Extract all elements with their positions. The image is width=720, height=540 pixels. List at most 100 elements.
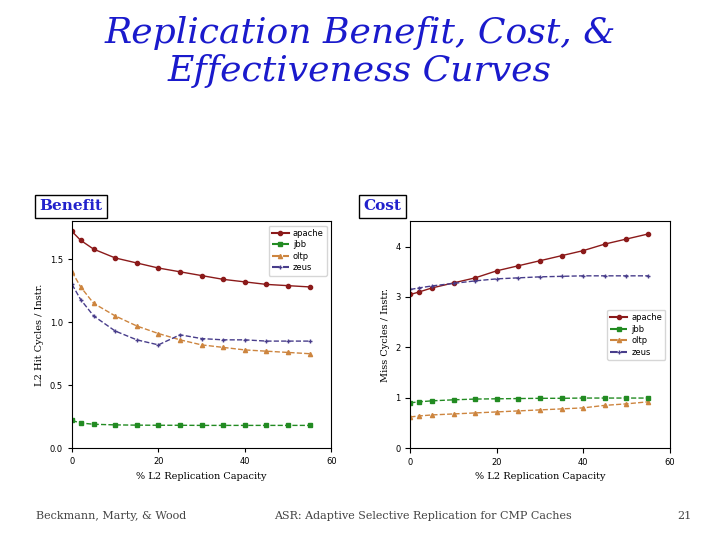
apache bbox=[600, 241, 609, 247]
jbb bbox=[154, 422, 163, 429]
zeus bbox=[111, 328, 120, 334]
apache bbox=[305, 284, 314, 290]
Text: 21: 21 bbox=[677, 511, 691, 521]
zeus bbox=[176, 332, 184, 338]
zeus bbox=[579, 273, 588, 279]
Text: ASR: Adaptive Selective Replication for CMP Caches: ASR: Adaptive Selective Replication for … bbox=[274, 511, 572, 521]
jbb bbox=[219, 422, 228, 429]
oltp bbox=[406, 414, 415, 420]
Y-axis label: L2 Hit Cycles / Instr.: L2 Hit Cycles / Instr. bbox=[35, 284, 45, 386]
zeus bbox=[197, 335, 206, 342]
apache bbox=[536, 258, 544, 264]
apache bbox=[428, 285, 436, 291]
X-axis label: % L2 Replication Capacity: % L2 Replication Capacity bbox=[136, 472, 267, 481]
oltp bbox=[622, 401, 631, 407]
oltp bbox=[644, 399, 652, 405]
zeus bbox=[492, 275, 501, 282]
oltp bbox=[284, 349, 292, 356]
Line: oltp: oltp bbox=[408, 400, 650, 419]
jbb bbox=[449, 396, 458, 403]
oltp bbox=[579, 404, 588, 411]
oltp bbox=[600, 402, 609, 409]
apache bbox=[176, 268, 184, 275]
jbb bbox=[622, 395, 631, 401]
zeus bbox=[514, 275, 523, 281]
zeus bbox=[557, 273, 566, 280]
apache bbox=[471, 275, 480, 281]
oltp bbox=[132, 323, 141, 329]
zeus bbox=[428, 282, 436, 289]
jbb bbox=[176, 422, 184, 429]
Line: zeus: zeus bbox=[408, 274, 650, 292]
Line: oltp: oltp bbox=[70, 269, 312, 356]
apache bbox=[449, 280, 458, 286]
zeus bbox=[219, 336, 228, 343]
apache bbox=[76, 237, 85, 244]
jbb bbox=[514, 395, 523, 402]
Text: Beckmann, Marty, & Wood: Beckmann, Marty, & Wood bbox=[36, 511, 186, 521]
oltp bbox=[219, 344, 228, 350]
jbb bbox=[197, 422, 206, 429]
apache bbox=[132, 260, 141, 266]
zeus bbox=[154, 342, 163, 348]
oltp bbox=[449, 411, 458, 417]
oltp bbox=[305, 350, 314, 357]
Y-axis label: Miss Cycles / Instr.: Miss Cycles / Instr. bbox=[381, 288, 390, 382]
zeus bbox=[644, 273, 652, 279]
oltp bbox=[415, 413, 423, 419]
Line: zeus: zeus bbox=[70, 282, 312, 347]
jbb bbox=[644, 395, 652, 401]
Text: Benefit: Benefit bbox=[40, 199, 102, 213]
zeus bbox=[240, 336, 249, 343]
jbb bbox=[428, 397, 436, 404]
zeus bbox=[622, 273, 631, 279]
Line: jbb: jbb bbox=[408, 396, 650, 405]
jbb bbox=[262, 422, 271, 429]
Line: jbb: jbb bbox=[70, 418, 312, 428]
apache bbox=[68, 228, 76, 235]
apache bbox=[240, 279, 249, 285]
zeus bbox=[415, 285, 423, 291]
jbb bbox=[89, 421, 98, 428]
apache bbox=[111, 255, 120, 261]
Line: apache: apache bbox=[408, 232, 650, 296]
oltp bbox=[536, 407, 544, 413]
zeus bbox=[536, 274, 544, 280]
oltp bbox=[111, 313, 120, 319]
zeus bbox=[284, 338, 292, 345]
zeus bbox=[449, 280, 458, 287]
jbb bbox=[600, 395, 609, 401]
jbb bbox=[76, 420, 85, 426]
jbb bbox=[492, 396, 501, 402]
apache bbox=[89, 246, 98, 252]
zeus bbox=[68, 281, 76, 288]
apache bbox=[579, 247, 588, 254]
oltp bbox=[471, 410, 480, 416]
X-axis label: % L2 Replication Capacity: % L2 Replication Capacity bbox=[474, 472, 606, 482]
oltp bbox=[154, 330, 163, 337]
apache bbox=[154, 265, 163, 271]
oltp bbox=[76, 284, 85, 290]
apache bbox=[262, 281, 271, 288]
oltp bbox=[176, 336, 184, 343]
apache bbox=[197, 272, 206, 279]
oltp bbox=[68, 268, 76, 275]
zeus bbox=[600, 273, 609, 279]
jbb bbox=[557, 395, 566, 402]
apache bbox=[219, 276, 228, 282]
jbb bbox=[132, 422, 141, 428]
jbb bbox=[284, 422, 292, 429]
oltp bbox=[262, 348, 271, 354]
Text: Cost: Cost bbox=[364, 199, 402, 213]
zeus bbox=[89, 313, 98, 319]
apache bbox=[514, 262, 523, 269]
oltp bbox=[240, 347, 249, 353]
zeus bbox=[305, 338, 314, 345]
apache bbox=[557, 252, 566, 259]
apache bbox=[415, 289, 423, 295]
oltp bbox=[514, 408, 523, 414]
Legend: apache, jbb, oltp, zeus: apache, jbb, oltp, zeus bbox=[269, 226, 327, 276]
jbb bbox=[536, 395, 544, 402]
zeus bbox=[76, 296, 85, 303]
jbb bbox=[305, 422, 314, 429]
